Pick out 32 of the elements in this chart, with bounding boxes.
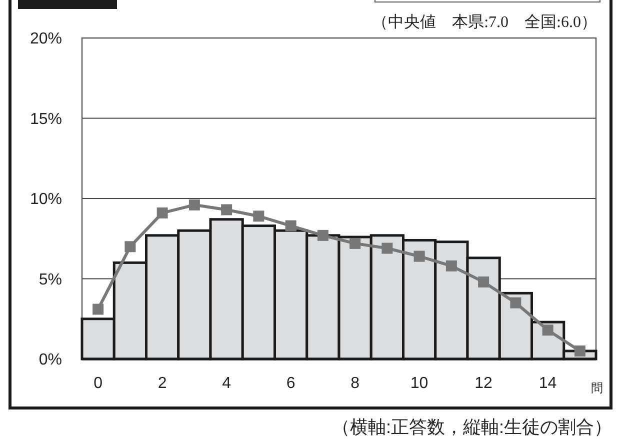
point xyxy=(124,241,136,252)
x-tick-label: 0 xyxy=(94,375,103,392)
text: （中央値 本県:7.0 全国:6.0） xyxy=(372,13,597,31)
x-tick-label: 12 xyxy=(474,375,493,392)
y-tick-label: 20% xyxy=(30,30,62,48)
x-tick-label: 2 xyxy=(158,375,167,392)
x-axis-title: 問 xyxy=(591,381,603,395)
point xyxy=(188,199,200,210)
point xyxy=(414,250,425,262)
x-tick-label: 14 xyxy=(538,375,557,392)
text: （横軸:正答数，縦軸:生徒の割合） xyxy=(332,417,612,437)
point xyxy=(253,210,264,222)
point xyxy=(92,304,104,315)
point xyxy=(156,207,168,218)
x-tick-label: 10 xyxy=(410,375,428,392)
point xyxy=(446,260,457,272)
point xyxy=(221,204,232,216)
x-tick-label: 6 xyxy=(286,375,296,392)
x-tick-label: 4 xyxy=(222,375,232,392)
point xyxy=(574,345,586,356)
point xyxy=(510,297,522,308)
point xyxy=(317,230,328,241)
point xyxy=(350,238,361,249)
point xyxy=(285,220,296,232)
y-tick-label: 0% xyxy=(38,352,62,369)
y-tick-label: 5% xyxy=(38,271,62,288)
x-tick-label: 8 xyxy=(350,375,360,392)
y-tick-label: 15% xyxy=(30,110,62,128)
point xyxy=(478,276,490,288)
point xyxy=(382,242,393,254)
point xyxy=(542,324,554,336)
y-tick-label: 10% xyxy=(30,191,62,208)
